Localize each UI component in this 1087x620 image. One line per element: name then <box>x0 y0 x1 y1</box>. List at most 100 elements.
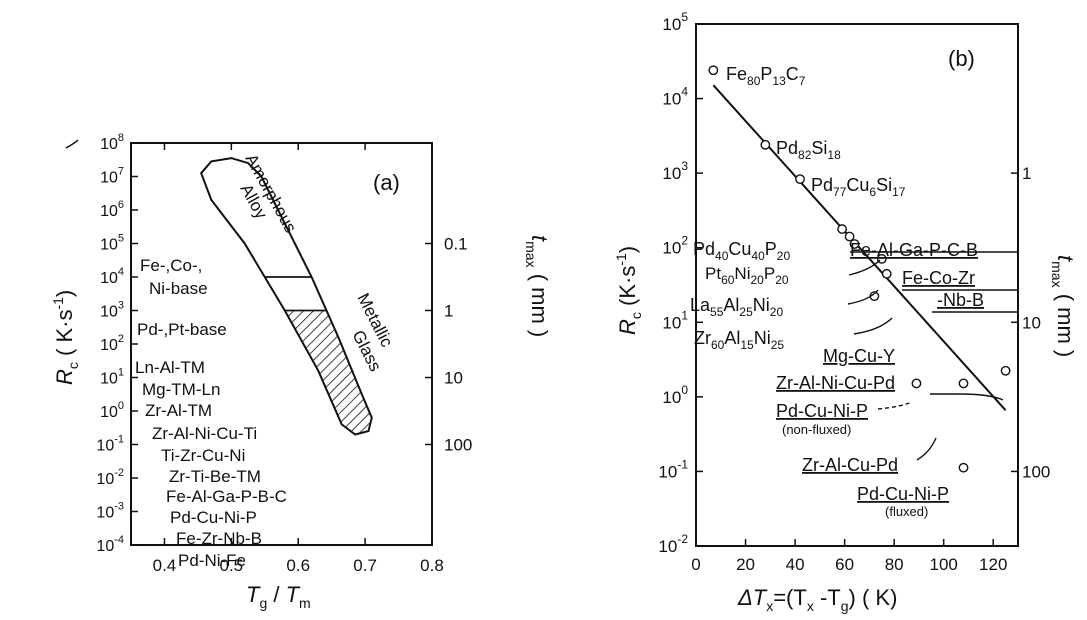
panel-a-x-axis-label: Tg / Tm <box>246 582 311 611</box>
alloy-fe-al-ga-p-b-c: Fe-Al-Ga-P-B-C <box>166 487 287 506</box>
y-tick-label: 105 <box>100 233 124 254</box>
pointer-zr-al-cu <box>916 437 937 461</box>
y-tick-label: 103 <box>662 159 688 183</box>
label-pt60ni20p20: Pt60Ni20P20 <box>705 264 789 287</box>
data-point <box>958 462 969 473</box>
panel-b-y-axis-label: Rc (K·s-1) <box>613 246 644 335</box>
panel-b-label: (b) <box>948 46 975 71</box>
y-tick-label: 100 <box>662 383 688 407</box>
panel-a-y-axis-bracket <box>65 139 79 149</box>
data-point <box>708 65 719 76</box>
y-tick-label: 104 <box>100 266 124 287</box>
data-points <box>708 65 1011 473</box>
y-tick-label: 104 <box>662 85 688 109</box>
y-tick-label: 10-2 <box>658 532 688 556</box>
panel-a-y-ticks: 108 107 106 105 104 103 102 101 100 10-1 10-2 10-3 1… <box>96 132 138 555</box>
x-tick-label: 100 <box>930 555 958 574</box>
y-tick-label: 107 <box>100 166 124 187</box>
panel-a: 0.4 0.5 0.6 0.7 0.8 108107106105104103102101… <box>50 132 552 611</box>
panel-b-y-ticks: 105 104 103 102 101 100 10-1 10-2 <box>658 10 703 556</box>
y-tick-label: 105 <box>662 10 688 34</box>
x-tick-label: 60 <box>835 555 854 574</box>
panel-a-x-ticks: 0.4 0.5 0.6 0.7 0.8 <box>153 143 444 575</box>
glass-forming-envelope <box>200 157 373 436</box>
fit-line <box>712 84 1007 411</box>
x-tick-label: 20 <box>736 555 755 574</box>
data-point <box>1000 365 1011 376</box>
alloy-ti-zr-cu-ni: Ti-Zr-Cu-Ni <box>161 446 245 465</box>
y-tick-label: 10-1 <box>96 434 124 455</box>
label-mg-cu-y: Mg-Cu-Y <box>823 346 895 366</box>
y-tick-label: 10-4 <box>96 534 124 555</box>
y2-tick-label: 0.1 <box>444 235 468 254</box>
data-point <box>958 378 969 389</box>
data-point <box>881 268 892 279</box>
y-tick-label: 100 <box>100 400 124 421</box>
y2-tick-label: 100 <box>444 436 472 455</box>
label-non-fluxed: (non-fluxed) <box>782 422 851 437</box>
y-tick-label: 102 <box>100 333 124 354</box>
y-tick-label: 10-1 <box>658 457 688 481</box>
y-tick-label: 106 <box>100 199 124 220</box>
alloy-ln-al-tm: Ln-Al-TM <box>135 358 205 377</box>
panel-b: 0 20 40 60 80 100 120 10510410310210110010-110… <box>613 10 1078 614</box>
x-tick-label: 0.6 <box>286 556 310 575</box>
label-pd77cu6si17: Pd77Cu6Si17 <box>811 175 906 199</box>
alloy-pd-ni-fe: Pd-Ni-Fe <box>178 551 246 570</box>
y-tick-label: 103 <box>100 300 124 321</box>
y-tick-label: 10-2 <box>96 467 124 488</box>
data-point <box>760 139 771 150</box>
panel-b-frame <box>695 23 1019 547</box>
data-point <box>844 231 855 242</box>
label-fe-al-ga-p-c-b: Fe-Al-Ga-P-C-B <box>850 240 978 260</box>
y2-tick-label: 1 <box>1022 164 1031 183</box>
x-tick-label: 0 <box>691 555 700 574</box>
y-tick-label: 108 <box>100 132 124 153</box>
pointer-pt60 <box>848 259 881 276</box>
panel-a-y2-ticks: 0.1 1 10 100 <box>425 235 472 455</box>
label-zr-al-cu-pd: Zr-Al-Cu-Pd <box>802 455 898 475</box>
panel-a-y-axis-label: Rc ( K·s-1) <box>50 290 81 385</box>
x-tick-label: 0.8 <box>420 556 444 575</box>
alloy-ni-base: Ni-base <box>149 279 208 298</box>
label-zr60al15ni25: Zr60Al15Ni25 <box>694 328 784 352</box>
y2-tick-label: 100 <box>1022 462 1050 481</box>
panel-b-y2-axis-label: tmax ( mm ) <box>1049 255 1078 357</box>
label-fe-co-zr: Fe-Co-Zr <box>902 268 975 288</box>
pointer-pd-nonfluxed <box>877 401 913 410</box>
alloy-zr-al-ni-cu-ti: Zr-Al-Ni-Cu-Ti <box>152 424 257 443</box>
y-tick-label: 102 <box>662 234 688 258</box>
panel-a-y2-axis-label: tmax ( mm ) <box>523 235 552 337</box>
x-tick-label: 120 <box>979 555 1007 574</box>
y-tick-label: 10-3 <box>96 501 124 522</box>
label-pd-cu-ni-p-fluxed: Pd-Cu-Ni-P <box>857 484 949 504</box>
data-point <box>849 239 860 249</box>
label-zr-al-ni-cu-pd: Zr-Al-Ni-Cu-Pd <box>776 373 895 393</box>
x-tick-label: 80 <box>885 555 904 574</box>
alloy-fe-zr-nb-b: Fe-Zr-Nb-B <box>176 529 262 548</box>
label-pd-cu-ni-p-nonfluxed: Pd-Cu-Ni-P <box>776 401 868 421</box>
pointer-zr60 <box>853 317 893 335</box>
label-fluxed: (fluxed) <box>885 504 928 519</box>
label-pd82si18: Pd82Si18 <box>776 138 841 162</box>
x-tick-label: 0.4 <box>153 556 177 575</box>
y-tick-label: 101 <box>662 308 688 332</box>
alloy-pd-pt: Pd-,Pt-base <box>137 320 227 339</box>
y2-tick-label: 10 <box>444 369 463 388</box>
x-tick-label: 0.5 <box>220 556 244 575</box>
data-point <box>911 378 922 389</box>
alloy-pd-cu-ni-p: Pd-Cu-Ni-P <box>170 508 257 527</box>
label-fe80p13c7: Fe80P13C7 <box>726 64 806 88</box>
alloy-zr-ti-be-tm: Zr-Ti-Be-TM <box>169 467 261 486</box>
label-pd40cu40p20: Pd40Cu40P20 <box>693 239 790 263</box>
x-tick-label: 40 <box>786 555 805 574</box>
x-tick-label: 0.7 <box>353 556 377 575</box>
pointer-la55 <box>847 289 879 305</box>
panel-a-label: (a) <box>373 170 400 195</box>
alloy-mg-tm-ln: Mg-TM-Ln <box>142 380 220 399</box>
pointer-zr-al-ni <box>930 393 1004 401</box>
y2-tick-label: 1 <box>444 302 453 321</box>
panel-b-x-axis-label: ΔTx=(Tx -Tg) ( K) <box>737 585 897 614</box>
panel-b-y2-ticks: 1 10 100 <box>1011 164 1050 481</box>
